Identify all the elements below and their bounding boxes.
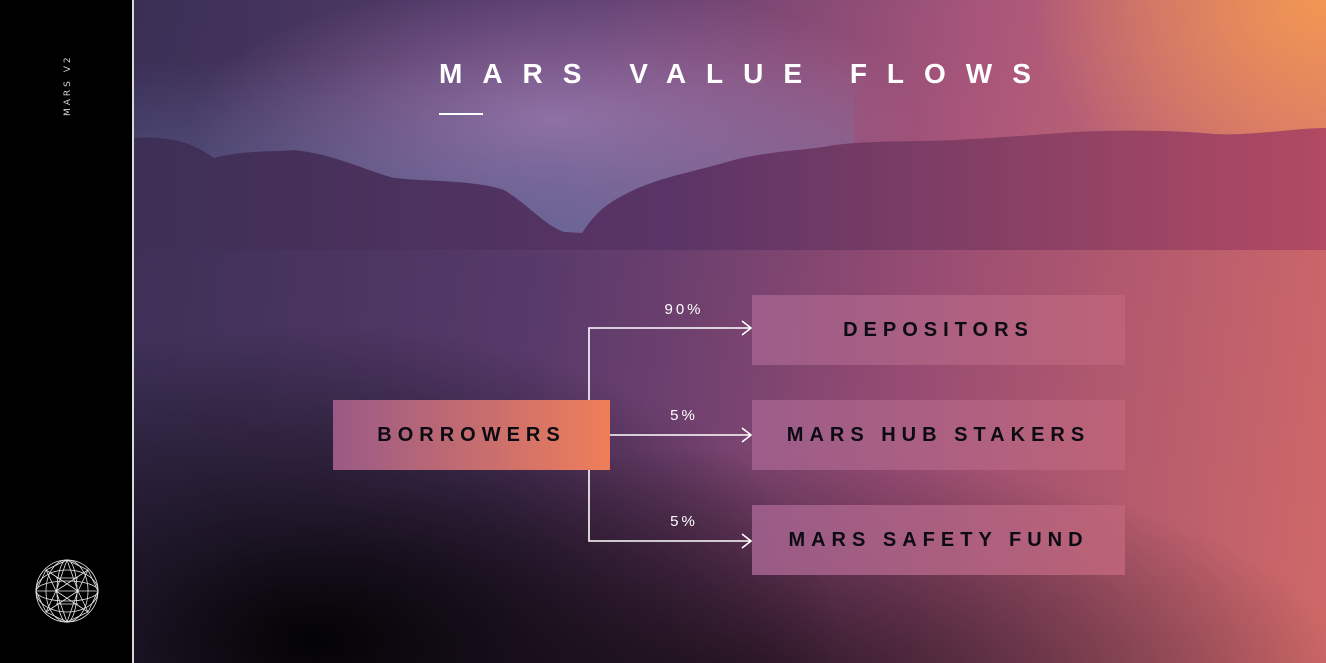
hub-stakers-node: MARS HUB STAKERS bbox=[752, 400, 1125, 470]
arrowhead-depositors bbox=[741, 320, 753, 336]
page-title: MARS VALUE FLOWS bbox=[439, 58, 1051, 89]
slide-canvas: MARS VALUE FLOWS 90% 5% 5% BORROWERS DEP… bbox=[134, 0, 1326, 663]
brand-label: MARS V2 bbox=[63, 54, 73, 116]
flow-connectors bbox=[588, 320, 753, 549]
hub-stakers-label: MARS HUB STAKERS bbox=[786, 423, 1091, 446]
arrowhead-safety-fund bbox=[741, 533, 753, 549]
depositors-node: DEPOSITORS bbox=[752, 295, 1125, 365]
depositors-label: DEPOSITORS bbox=[843, 318, 1034, 341]
geodesic-globe-icon bbox=[35, 559, 99, 624]
title-underline bbox=[439, 113, 483, 115]
sidebar-divider bbox=[132, 0, 134, 663]
safety-fund-label: MARS SAFETY FUND bbox=[788, 528, 1089, 551]
arrowhead-hub-stakers bbox=[741, 427, 753, 443]
lower-shadow bbox=[134, 0, 1326, 663]
borrowers-label: BORROWERS bbox=[377, 423, 566, 446]
share-label-depositors: 90% bbox=[664, 301, 704, 318]
share-label-hub-stakers: 5% bbox=[670, 407, 698, 424]
safety-fund-node: MARS SAFETY FUND bbox=[752, 505, 1125, 575]
sidebar: MARS V2 bbox=[0, 0, 132, 663]
borrowers-node: BORROWERS bbox=[333, 400, 610, 470]
share-label-safety-fund: 5% bbox=[670, 513, 698, 530]
connector-depositors bbox=[588, 327, 750, 400]
connector-safety-fund bbox=[588, 470, 750, 542]
